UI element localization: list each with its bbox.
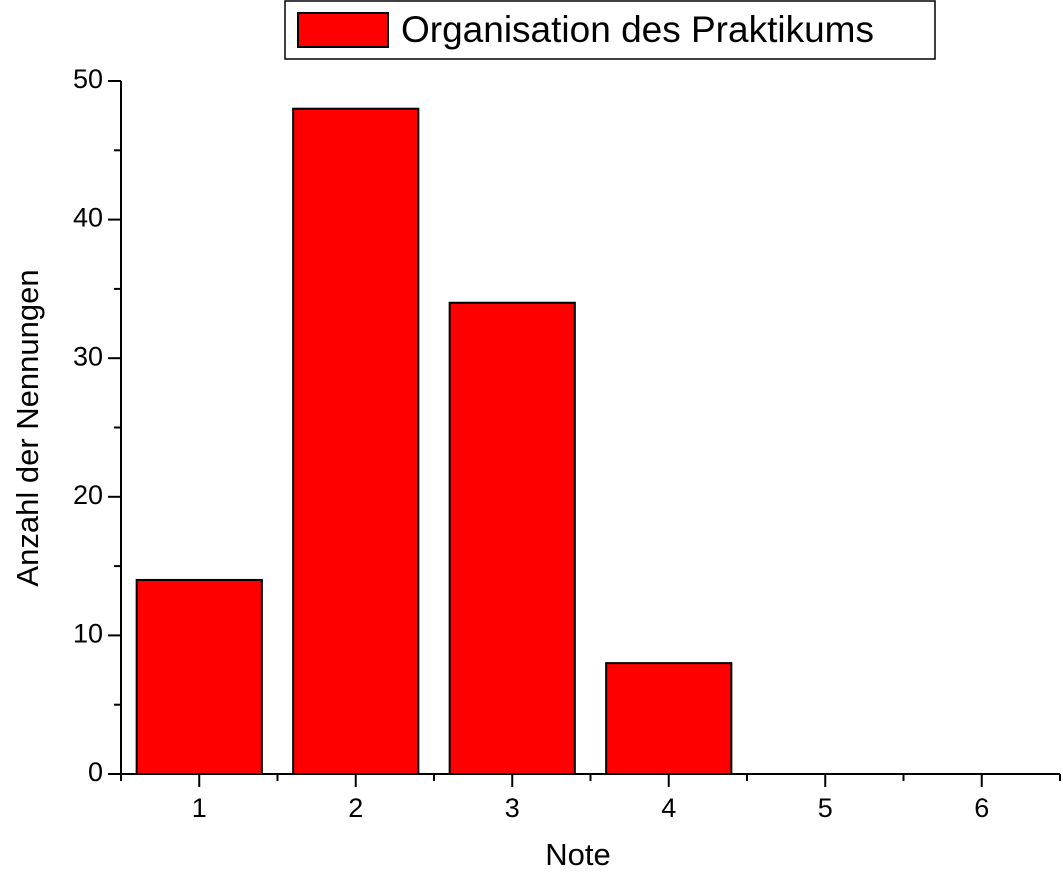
y-tick-label: 0 — [88, 757, 103, 787]
x-tick-label: 3 — [505, 793, 520, 823]
y-tick-label: 10 — [73, 619, 103, 649]
legend-label: Organisation des Praktikums — [401, 9, 874, 50]
x-tick-label: 4 — [661, 793, 676, 823]
x-tick-label: 6 — [974, 793, 989, 823]
y-tick-label: 50 — [73, 64, 103, 94]
y-tick-label: 30 — [73, 341, 103, 371]
y-tick-label: 20 — [73, 480, 103, 510]
x-tick-label: 5 — [818, 793, 833, 823]
bar — [448, 301, 576, 775]
bar — [292, 107, 420, 776]
x-tick-label: 1 — [192, 793, 207, 823]
bar — [135, 578, 263, 776]
legend-swatch — [297, 12, 389, 48]
y-axis-label: Anzahl der Nennungen — [10, 269, 45, 586]
y-tick-label: 40 — [73, 203, 103, 233]
x-axis-label: Note — [545, 837, 610, 872]
legend-box — [284, 0, 936, 60]
bar — [605, 662, 733, 775]
x-tick-label: 2 — [348, 793, 363, 823]
